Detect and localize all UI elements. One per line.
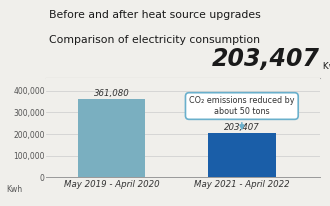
- Text: 203,407: 203,407: [212, 47, 320, 71]
- Text: 361,080: 361,080: [93, 89, 129, 98]
- Bar: [78, 99, 145, 177]
- Text: Kwh: Kwh: [320, 62, 330, 71]
- Text: Comparison of electricity consumption: Comparison of electricity consumption: [49, 35, 260, 45]
- Text: CO₂ emissions reduced by
about 50 tons: CO₂ emissions reduced by about 50 tons: [189, 96, 295, 129]
- Bar: [208, 133, 276, 177]
- Text: Before and after heat source upgrades: Before and after heat source upgrades: [49, 10, 261, 20]
- Text: Kwh: Kwh: [7, 185, 23, 194]
- Text: 203,407: 203,407: [224, 123, 260, 132]
